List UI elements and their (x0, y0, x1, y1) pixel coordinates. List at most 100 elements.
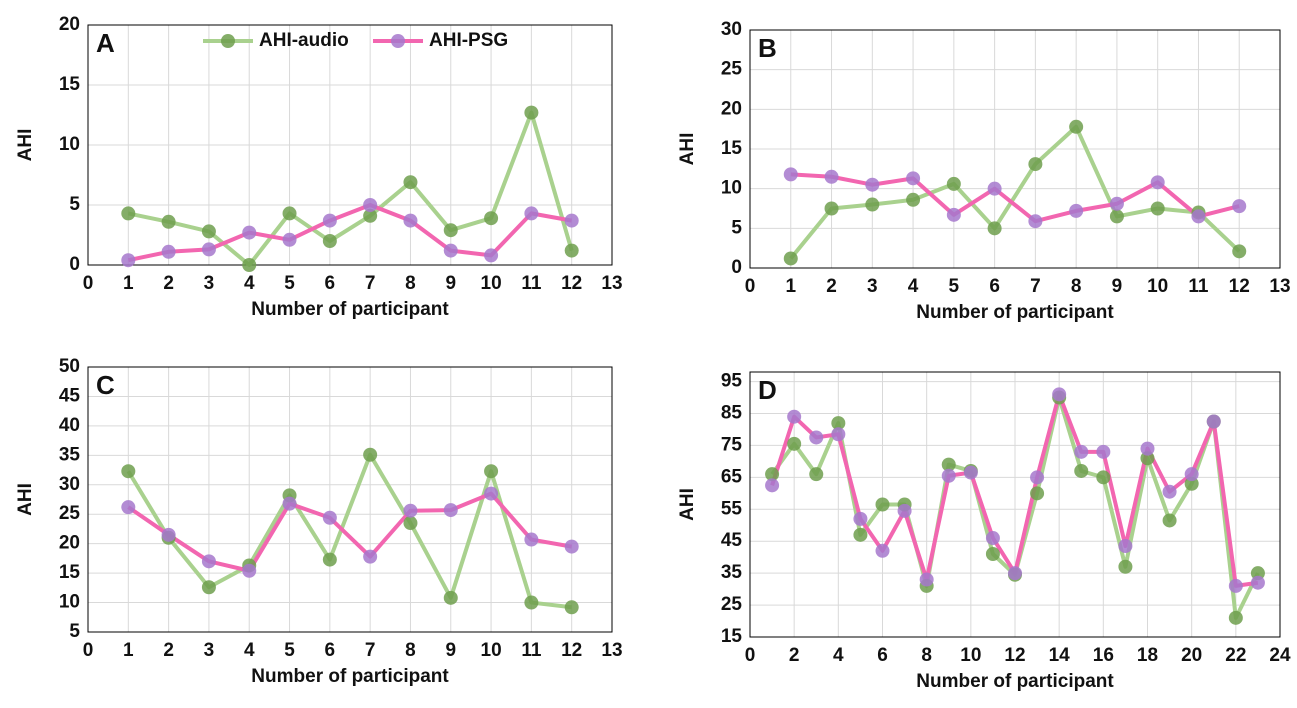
panel-label: B (758, 33, 777, 63)
x-tick-label: 16 (1093, 645, 1114, 666)
x-tick-label: 1 (123, 273, 134, 294)
x-axis-label: Number of participant (251, 299, 449, 320)
x-tick-label: 9 (445, 640, 456, 661)
x-tick-label: 1 (785, 276, 796, 297)
data-point (1150, 175, 1165, 190)
data-point (963, 465, 978, 480)
x-tick-label: 9 (445, 273, 456, 294)
y-tick-label: 65 (721, 466, 743, 487)
data-point (1069, 203, 1084, 218)
x-tick-label: 12 (561, 273, 582, 294)
y-tick-label: 30 (59, 474, 80, 495)
data-point (242, 225, 257, 240)
data-point (443, 223, 458, 238)
data-point (564, 600, 579, 615)
x-axis-label: Number of participant (916, 671, 1114, 692)
data-point (201, 580, 216, 595)
data-point (787, 436, 802, 451)
data-point (985, 546, 1000, 561)
data-point (121, 206, 136, 221)
data-point (765, 478, 780, 493)
x-tick-label: 18 (1137, 645, 1158, 666)
data-point (443, 503, 458, 518)
data-point (875, 543, 890, 558)
data-point (941, 457, 956, 472)
data-point (1008, 566, 1022, 581)
data-point (1232, 199, 1247, 214)
x-tick-label: 0 (745, 276, 756, 297)
data-point (484, 211, 499, 226)
y-tick-label: 15 (721, 626, 743, 647)
data-point (443, 590, 458, 605)
plot-frame (749, 371, 1281, 638)
data-point (121, 464, 136, 479)
data-point (1074, 463, 1089, 478)
x-axis-label: Number of participant (251, 666, 449, 687)
x-tick-label: 4 (908, 276, 919, 297)
data-point (564, 213, 579, 228)
y-tick-label: 10 (721, 178, 742, 199)
y-tick-label: 10 (59, 592, 80, 613)
x-tick-label: 10 (960, 645, 981, 666)
x-axis-label: Number of participant (916, 302, 1114, 323)
x-tick-label: 7 (1030, 276, 1041, 297)
data-point (906, 171, 921, 186)
series-line (126, 452, 572, 610)
x-tick-label: 2 (789, 645, 800, 666)
data-point (484, 464, 499, 479)
data-point (524, 206, 539, 221)
x-tick-label: 13 (601, 640, 622, 661)
x-tick-label: 12 (561, 640, 582, 661)
data-point (987, 221, 1002, 236)
data-point (403, 175, 418, 190)
data-point (941, 468, 956, 483)
x-tick-label: 12 (1004, 645, 1025, 666)
data-point (865, 197, 880, 212)
data-point (1096, 444, 1111, 459)
x-tick-label: 1 (123, 640, 134, 661)
data-point (363, 208, 378, 223)
data-point (1052, 387, 1067, 402)
x-tick-label: 12 (1229, 276, 1250, 297)
x-tick-label: 6 (325, 640, 336, 661)
data-point (1162, 513, 1177, 528)
data-point (985, 531, 1000, 546)
data-point (1250, 566, 1265, 581)
y-tick-label: 5 (731, 217, 742, 238)
data-point (853, 511, 868, 526)
data-point (242, 258, 257, 272)
panel-label: C (96, 370, 115, 400)
data-point (1150, 201, 1165, 216)
x-tick-label: 7 (365, 640, 376, 661)
y-tick-label: 45 (59, 385, 81, 406)
data-point (831, 427, 846, 442)
data-point (1096, 470, 1111, 485)
x-tick-label: 0 (83, 640, 94, 661)
data-point (831, 416, 846, 431)
legend-marker (221, 34, 235, 48)
data-point (1228, 578, 1243, 593)
y-tick-label: 85 (721, 403, 743, 424)
x-tick-label: 5 (949, 276, 960, 297)
y-tick-label: 15 (59, 74, 81, 95)
data-point (1250, 575, 1265, 590)
y-tick-label: 35 (59, 444, 81, 465)
data-point (1140, 441, 1155, 456)
x-tick-label: 8 (921, 645, 932, 666)
data-point (322, 510, 337, 525)
data-point (1028, 214, 1043, 229)
data-point (524, 532, 539, 547)
data-point (403, 503, 418, 518)
y-tick-label: 55 (721, 498, 743, 519)
data-point (865, 177, 880, 192)
x-tick-label: 11 (521, 273, 542, 294)
x-tick-label: 5 (284, 273, 295, 294)
data-point (1232, 244, 1247, 259)
plot-frame (87, 24, 613, 266)
data-point (783, 167, 798, 182)
data-point (363, 447, 378, 462)
data-point (1069, 119, 1084, 134)
x-tick-label: 13 (601, 273, 622, 294)
data-point (1030, 486, 1045, 501)
data-point (484, 248, 499, 263)
